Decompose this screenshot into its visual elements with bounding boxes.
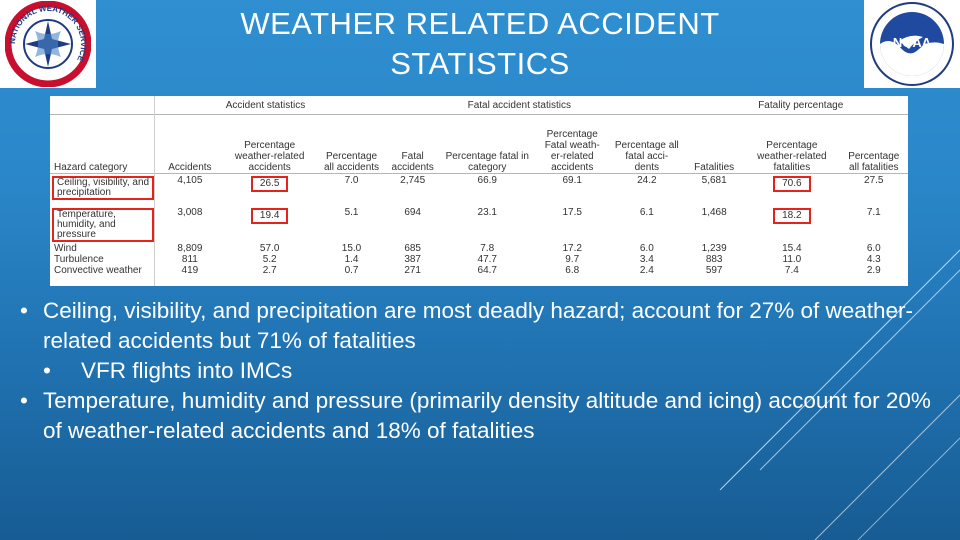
column-header: Percentage Fatal weath-er-related accide… <box>534 114 610 174</box>
svg-text:NOAA: NOAA <box>893 35 932 50</box>
table-cell: 24.2 <box>637 175 657 186</box>
table-cell: 27.5 <box>864 175 884 186</box>
table-divider <box>154 96 155 286</box>
noaa-seal-icon: NOAA <box>870 2 954 86</box>
column-header: Percentage weather-related accidents <box>222 114 318 174</box>
table-cell: 2,745 <box>400 175 426 186</box>
slide-title: WEATHER RELATED ACCIDENT STATISTICS <box>240 6 720 81</box>
column-header: Percentage weather-related fatalities <box>744 114 840 174</box>
table-cell: 66.9 <box>477 175 497 186</box>
table-cell: 883 <box>705 254 723 265</box>
noaa-logo: NOAA <box>864 0 960 88</box>
table-cell: 419 <box>181 265 199 276</box>
column-header: Accidents <box>157 114 222 174</box>
table-cell: 5.1 <box>344 207 359 218</box>
table-row: Wind 8,809 57.0 15.0 685 7.8 17.2 6.0 1,… <box>50 244 908 255</box>
row-category: Turbulence <box>54 254 104 265</box>
table-cell: 3.4 <box>639 254 654 265</box>
table-cell: 7.4 <box>784 265 799 276</box>
highlighted-cell: 19.4 <box>250 208 289 224</box>
table-cell: 15.4 <box>782 243 802 254</box>
table-cell: 6.0 <box>639 243 654 254</box>
row-category: Wind <box>54 243 77 254</box>
table-cell: 5,681 <box>701 175 727 186</box>
highlighted-cell: 70.6 <box>773 176 811 192</box>
table-cell: 4,105 <box>177 175 203 186</box>
bullet-item: Ceiling, visibility, and precipitation a… <box>20 296 940 386</box>
column-header: Hazard category <box>50 114 158 174</box>
table-cell: 6.1 <box>639 207 654 218</box>
table-cell: 5.2 <box>262 254 277 265</box>
table-cell: 69.1 <box>562 175 582 186</box>
bullet-list: Ceiling, visibility, and precipitation a… <box>20 296 940 446</box>
column-header: Percentage fatal in category <box>439 114 535 174</box>
table-cell: 1,239 <box>701 243 727 254</box>
table-cell: 8,809 <box>177 243 203 254</box>
table-cell: 2.4 <box>639 265 654 276</box>
table-cell: 271 <box>404 265 421 276</box>
table-cell: 1,468 <box>701 207 727 218</box>
bullet-item: Temperature, humidity and pressure (prim… <box>20 386 940 446</box>
table-cell: 811 <box>181 254 198 265</box>
table-cell: 57.0 <box>259 243 280 254</box>
table-cell: 1.4 <box>344 254 359 265</box>
table-cell: 17.5 <box>562 207 582 218</box>
bullet-text: Temperature, humidity and pressure (prim… <box>43 388 931 443</box>
row-category-highlighted: Temperature, humidity, and pressure <box>52 208 154 242</box>
table-cell: 685 <box>404 243 421 254</box>
nws-logo: NATIONAL WEATHER SERVICE <box>0 0 96 88</box>
highlighted-cell: 26.5 <box>250 176 289 192</box>
column-header: Percentage all accidents <box>317 114 386 174</box>
table-cell: 7.1 <box>866 207 881 218</box>
bullet-text: Ceiling, visibility, and precipitation a… <box>43 298 914 353</box>
table-cell: 47.7 <box>477 254 497 265</box>
row-category: Convective weather <box>54 265 142 276</box>
table-cell: 597 <box>705 265 723 276</box>
column-header: Percentage all fatalities <box>839 114 908 174</box>
nws-seal-icon: NATIONAL WEATHER SERVICE <box>5 1 91 87</box>
table-row: Ceiling, visibility, and precipitation 4… <box>50 174 908 207</box>
table-cell: 23.1 <box>477 207 497 218</box>
sub-bullet-item: VFR flights into IMCs <box>43 356 940 386</box>
column-header-row: Hazard category Accidents Percentage wea… <box>50 114 908 174</box>
table-cell: 6.8 <box>565 265 580 276</box>
statistics-table-panel: Accident statistics Fatal accident stati… <box>50 96 908 286</box>
group-fatal-accident-statistics: Fatal accident statistics <box>439 96 745 115</box>
table-cell: 15.0 <box>341 243 362 254</box>
table-cell: 2.7 <box>262 265 277 276</box>
table-row: Temperature, humidity, and pressure 3,00… <box>50 206 908 244</box>
row-category-highlighted: Ceiling, visibility, and precipitation <box>52 176 154 200</box>
table-cell: 17.2 <box>562 243 582 254</box>
column-header: Fatal accidents <box>385 114 440 174</box>
table-cell: 387 <box>404 254 421 265</box>
table-cell: 694 <box>404 207 421 218</box>
group-header-row: Accident statistics Fatal accident stati… <box>50 96 908 115</box>
group-accident-statistics: Accident statistics <box>157 96 440 115</box>
table-cell: 7.8 <box>480 243 495 254</box>
table-cell: 2.9 <box>866 265 881 276</box>
statistics-table: Accident statistics Fatal accident stati… <box>50 96 908 277</box>
table-cell: 6.0 <box>866 243 881 254</box>
column-header: Percentage all fatal acci-dents <box>609 114 685 174</box>
table-cell: 64.7 <box>477 265 497 276</box>
sub-bullet-list: VFR flights into IMCs <box>43 356 940 386</box>
table-row: Convective weather 419 2.7 0.7 271 64.7 … <box>50 266 908 277</box>
table-cell: 3,008 <box>177 207 203 218</box>
column-header: Fatalities <box>684 114 745 174</box>
highlighted-cell: 18.2 <box>773 208 811 224</box>
table-cell: 7.0 <box>344 175 359 186</box>
table-cell: 9.7 <box>565 254 580 265</box>
table-cell: 0.7 <box>344 265 359 276</box>
group-fatality-percentage: Fatality percentage <box>744 96 908 115</box>
